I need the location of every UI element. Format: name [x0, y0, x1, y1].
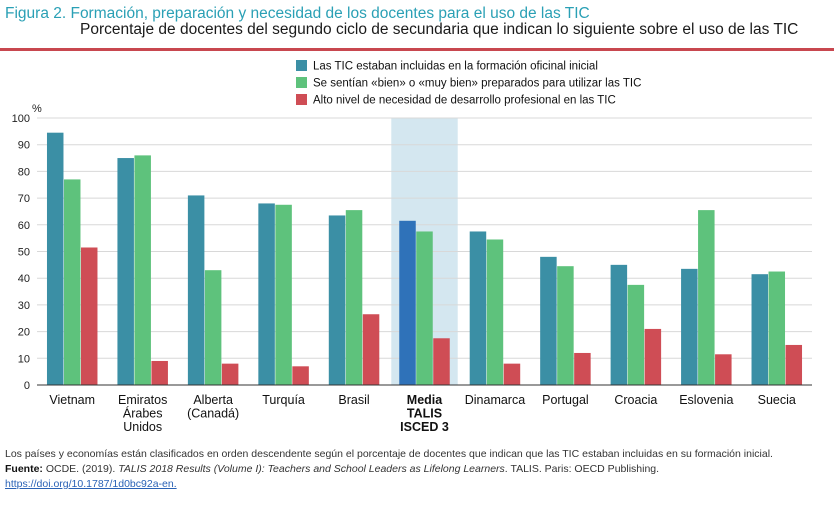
bar	[503, 363, 521, 385]
bar	[644, 328, 662, 385]
legend-label: Se sentían «bien» o «muy bien» preparado…	[313, 78, 641, 90]
source-label: Fuente:	[5, 463, 43, 475]
x-tick-label: Vietnam	[49, 393, 95, 407]
legend-label: Las TIC estaban incluidas en la formació…	[313, 61, 598, 73]
figure-title: Figura 2. Formación, preparación y neces…	[5, 5, 590, 22]
bar	[63, 179, 81, 385]
bar	[204, 270, 222, 385]
bar	[134, 155, 151, 385]
bar	[681, 268, 698, 385]
x-tick-label: Croacia	[614, 393, 657, 407]
x-tick-label: Dinamarca	[465, 393, 525, 407]
bar	[557, 266, 574, 385]
x-tick-label: Eslovenia	[679, 393, 733, 407]
y-tick-label: 40	[18, 273, 30, 285]
y-tick-label: 20	[18, 327, 30, 339]
bar	[80, 247, 98, 385]
y-axis-label: %	[32, 103, 42, 115]
bar	[292, 366, 309, 385]
bar	[469, 231, 487, 385]
y-tick-label: 100	[12, 113, 30, 125]
footer-note: Los países y economías están clasificado…	[5, 448, 773, 460]
figure-subtitle: Porcentaje de docentes del segundo ciclo…	[80, 21, 799, 38]
y-tick-label: 80	[18, 166, 30, 178]
y-tick-label: 10	[18, 353, 30, 365]
footer-source: Fuente: OCDE. (2019). TALIS 2018 Results…	[5, 462, 831, 477]
source-link[interactable]: https://doi.org/10.1787/1d0bc92a-en.	[5, 478, 177, 490]
x-tick-label: Portugal	[542, 393, 589, 407]
bar-layer	[46, 132, 803, 385]
x-tick-label: Alberta	[193, 393, 233, 407]
bar	[345, 210, 363, 385]
source-title: TALIS 2018 Results (Volume I): Teachers …	[118, 463, 505, 475]
legend-swatch	[296, 77, 307, 88]
bar	[187, 195, 205, 385]
bar	[399, 220, 416, 385]
bar	[151, 360, 168, 385]
y-tick-label: 60	[18, 220, 30, 232]
x-tick-label: Brasil	[338, 393, 369, 407]
bar	[540, 256, 557, 385]
bar	[362, 314, 380, 385]
x-tick-label: Suecia	[758, 393, 796, 407]
bar	[627, 284, 645, 385]
bar-chart: 0 10 20 30 40 50 60 70 80 90 100 % Vietnam Emiratos…	[12, 60, 812, 434]
legend-swatch	[296, 94, 307, 105]
bar	[117, 158, 134, 385]
bar	[433, 338, 450, 385]
legend: Las TIC estaban incluidas en la formació…	[296, 60, 641, 107]
y-tick-label: 70	[18, 193, 30, 205]
bar	[751, 274, 769, 385]
x-tick-label: TALIS	[407, 407, 442, 421]
bar	[221, 363, 239, 385]
title-rule	[0, 48, 834, 51]
bar	[610, 264, 628, 385]
legend-label: Alto nivel de necesidad de desarrollo pr…	[313, 95, 616, 107]
y-tick-label: 50	[18, 247, 30, 259]
bar	[785, 344, 803, 385]
x-tick-label: Media	[407, 393, 443, 407]
source-post: . TALIS. Paris: OECD Publishing.	[504, 463, 660, 475]
x-tick-label: Emiratos	[118, 393, 167, 407]
footer: Los países y economías están clasificado…	[5, 447, 831, 492]
x-tick-label: Unidos	[123, 420, 162, 434]
bar	[258, 203, 275, 385]
bar	[715, 354, 732, 385]
y-tick-label: 90	[18, 140, 30, 152]
bar	[768, 271, 786, 385]
bar	[328, 215, 346, 385]
y-tick-layer: 0 10 20 30 40 50 60 70 80 90 100	[12, 113, 30, 392]
x-tick-label: Turquía	[262, 393, 305, 407]
bar	[46, 132, 64, 385]
bar	[574, 352, 591, 385]
y-tick-label: 30	[18, 300, 30, 312]
x-tick-label: Árabes	[123, 406, 163, 421]
y-tick-label: 0	[24, 380, 30, 392]
legend-swatch	[296, 60, 307, 71]
bar	[275, 204, 292, 385]
source-pre: OCDE. (2019).	[42, 463, 119, 475]
bar	[486, 239, 504, 385]
bar	[698, 210, 715, 385]
x-tick-label: ISCED 3	[400, 420, 449, 434]
x-tick-label: (Canadá)	[187, 407, 239, 421]
bar	[416, 231, 433, 385]
